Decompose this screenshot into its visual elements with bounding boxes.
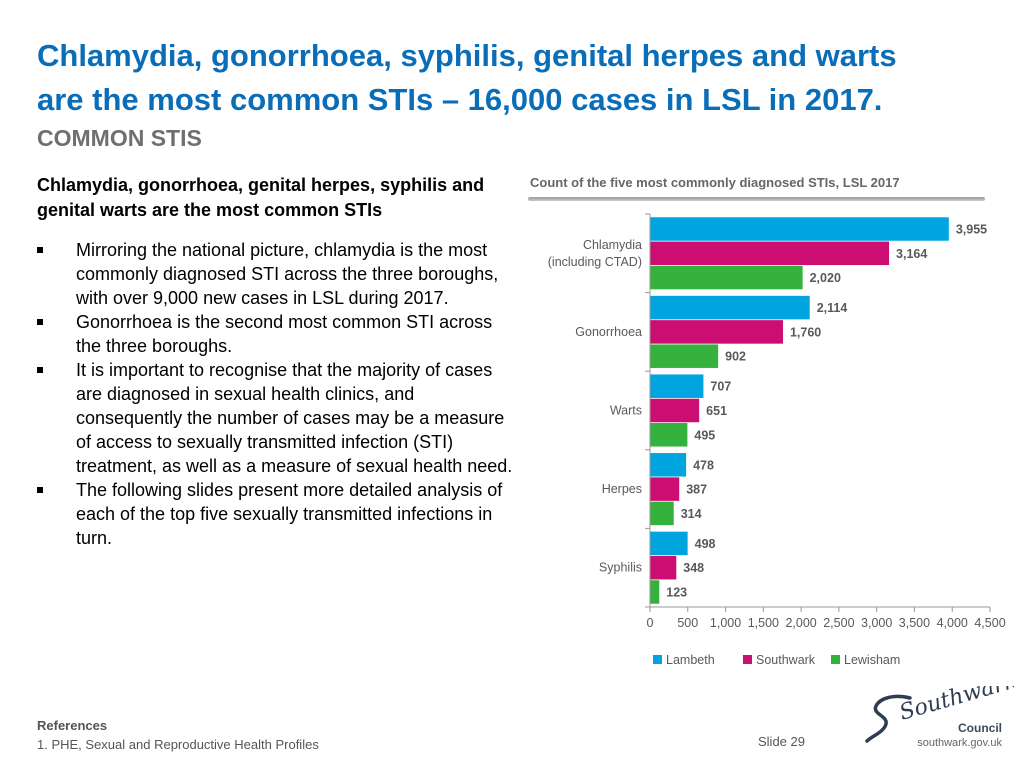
bar	[650, 453, 687, 477]
data-label: 478	[693, 458, 714, 472]
legend-swatch	[831, 655, 840, 664]
bar-chart: 0 500 1,000 1,500 2,000 2,500 3,000 3,500 4,000 4…	[548, 213, 1006, 667]
data-label: 707	[710, 380, 731, 394]
bar	[650, 320, 783, 344]
bullet-item-4: The following slides present more detail…	[37, 478, 517, 550]
slide-title-line-1: Chlamydia, gonorrhoea, syphilis, genital…	[37, 38, 897, 73]
slide-title-line-2: are the most common STIs – 16,000 cases …	[37, 82, 883, 117]
data-label: 495	[694, 428, 715, 442]
category-label: (including CTAD)	[548, 255, 642, 269]
category-label: Warts	[610, 404, 642, 418]
bar	[650, 555, 677, 580]
bullet-square-icon	[37, 367, 43, 373]
bar	[650, 265, 803, 290]
x-tick-label: 4,000	[937, 616, 968, 630]
data-label: 314	[681, 507, 702, 521]
bar	[650, 398, 700, 423]
data-label: 348	[683, 561, 704, 575]
data-label: 498	[695, 537, 716, 551]
logo-url: southwark.gov.uk	[917, 737, 1002, 749]
bullet-list: Mirroring the national picture, chlamydi…	[37, 238, 517, 550]
x-tick-label: 0	[647, 616, 654, 630]
bar	[650, 241, 890, 266]
bar	[650, 217, 949, 241]
x-tick-label: 2,500	[823, 616, 854, 630]
bullet-item-3: It is important to recognise that the ma…	[37, 358, 517, 478]
x-tick-label: 500	[677, 616, 698, 630]
legend-swatch	[653, 655, 662, 664]
bullet-item-1: Mirroring the national picture, chlamydi…	[37, 238, 517, 310]
bar	[650, 580, 660, 604]
data-label: 902	[725, 350, 746, 364]
bullet-text-4: The following slides present more detail…	[76, 480, 503, 548]
text-column: Chlamydia, gonorrhoea, genital herpes, s…	[37, 173, 517, 550]
legend-label: Lambeth	[666, 653, 715, 667]
category-label: Syphilis	[599, 561, 642, 575]
bullet-text-2: Gonorrhoea is the second most common STI…	[76, 312, 493, 356]
data-label: 2,114	[817, 301, 848, 315]
southwark-council-logo: Southwark Council southwark.gov.uk	[864, 668, 1020, 752]
chart-title-rule	[528, 197, 985, 201]
legend-label: Southwark	[756, 653, 816, 667]
bar	[650, 374, 704, 398]
bar	[650, 344, 719, 368]
section-subtitle: COMMON STIS	[37, 125, 202, 151]
data-label: 651	[706, 404, 727, 418]
bar	[650, 423, 688, 447]
legend-swatch	[743, 655, 752, 664]
logo-wordmark: Southwark	[897, 686, 1014, 726]
bullet-text-1: Mirroring the national picture, chlamydi…	[76, 240, 499, 308]
data-label: 1,760	[790, 325, 821, 339]
legend-label: Lewisham	[844, 653, 900, 667]
bar	[650, 531, 688, 556]
references: References 1. PHE, Sexual and Reproducti…	[37, 718, 319, 752]
logo-council-label: Council	[958, 721, 1002, 735]
slide-number: Slide 29	[758, 734, 805, 749]
data-label: 387	[686, 483, 707, 497]
bullet-square-icon	[37, 247, 43, 253]
data-label: 3,164	[896, 247, 927, 261]
bullet-text-3: It is important to recognise that the ma…	[76, 360, 513, 476]
x-tick-label: 3,500	[899, 616, 930, 630]
bullet-square-icon	[37, 319, 43, 325]
x-tick-label: 2,000	[785, 616, 816, 630]
chart-title: Count of the five most commonly diagnose…	[530, 175, 900, 190]
slide-title: Chlamydia, gonorrhoea, syphilis, genital…	[37, 34, 1007, 122]
lead-paragraph: Chlamydia, gonorrhoea, genital herpes, s…	[37, 175, 485, 220]
data-label: 123	[666, 586, 687, 600]
data-label: 3,955	[956, 223, 987, 237]
x-tick-label: 3,000	[861, 616, 892, 630]
category-label: Gonorrhoea	[575, 325, 642, 339]
data-label: 2,020	[810, 271, 841, 285]
bullet-square-icon	[37, 487, 43, 493]
x-tick-label: 1,500	[748, 616, 779, 630]
x-tick-label: 1,000	[710, 616, 741, 630]
x-tick-label: 4,500	[974, 616, 1005, 630]
bar	[650, 295, 810, 320]
reference-item: 1. PHE, Sexual and Reproductive Health P…	[37, 737, 319, 752]
bar	[650, 501, 674, 526]
category-label: Herpes	[602, 482, 642, 496]
bullet-item-2: Gonorrhoea is the second most common STI…	[37, 310, 517, 358]
references-title: References	[37, 718, 108, 733]
category-label: Chlamydia	[583, 238, 642, 252]
bar	[650, 477, 680, 501]
